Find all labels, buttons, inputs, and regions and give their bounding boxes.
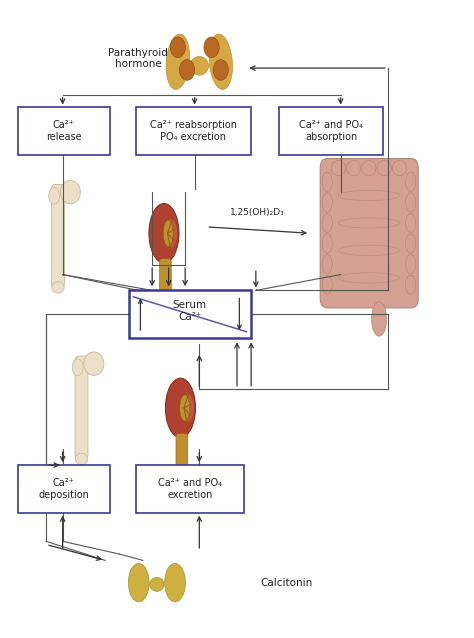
Text: Serum
Ca²⁺: Serum Ca²⁺ — [173, 300, 207, 322]
Ellipse shape — [150, 577, 164, 591]
Ellipse shape — [322, 255, 332, 274]
Ellipse shape — [182, 394, 194, 422]
Circle shape — [170, 37, 185, 57]
FancyBboxPatch shape — [279, 107, 383, 155]
Ellipse shape — [392, 161, 407, 175]
FancyBboxPatch shape — [52, 184, 64, 288]
Ellipse shape — [322, 213, 332, 233]
Text: Ca²⁺ and PO₄
absorption: Ca²⁺ and PO₄ absorption — [299, 121, 363, 142]
Ellipse shape — [165, 219, 177, 248]
Text: 1,25(OH)₂D₃: 1,25(OH)₂D₃ — [230, 209, 285, 218]
FancyBboxPatch shape — [75, 356, 88, 460]
Ellipse shape — [322, 275, 332, 294]
Ellipse shape — [406, 193, 416, 212]
Ellipse shape — [84, 352, 104, 375]
Ellipse shape — [362, 161, 376, 175]
Ellipse shape — [406, 234, 416, 253]
Ellipse shape — [406, 172, 416, 191]
FancyBboxPatch shape — [320, 158, 418, 308]
Ellipse shape — [406, 213, 416, 233]
FancyBboxPatch shape — [176, 433, 188, 480]
Ellipse shape — [128, 563, 149, 602]
Ellipse shape — [406, 255, 416, 274]
Text: Ca²⁺ reabsorption
PO₄ excretion: Ca²⁺ reabsorption PO₄ excretion — [150, 121, 237, 142]
Text: Ca²⁺ and PO₄
excretion: Ca²⁺ and PO₄ excretion — [158, 478, 222, 500]
Circle shape — [179, 60, 195, 80]
Ellipse shape — [322, 234, 332, 253]
Text: Ca²⁺
release: Ca²⁺ release — [46, 121, 82, 142]
FancyBboxPatch shape — [18, 465, 110, 513]
Circle shape — [204, 37, 219, 57]
Text: Parathyroid
hormone: Parathyroid hormone — [108, 48, 168, 70]
Ellipse shape — [331, 161, 346, 175]
FancyBboxPatch shape — [18, 107, 110, 155]
Ellipse shape — [164, 563, 185, 602]
FancyBboxPatch shape — [128, 290, 251, 338]
Ellipse shape — [372, 302, 387, 336]
Circle shape — [213, 60, 228, 80]
Ellipse shape — [149, 204, 179, 263]
Ellipse shape — [209, 34, 232, 89]
Ellipse shape — [165, 378, 195, 438]
Ellipse shape — [180, 395, 190, 421]
Text: Ca²⁺
deposition: Ca²⁺ deposition — [38, 478, 89, 500]
Ellipse shape — [60, 181, 81, 204]
Ellipse shape — [322, 172, 332, 191]
Ellipse shape — [377, 161, 392, 175]
Ellipse shape — [406, 275, 416, 294]
FancyBboxPatch shape — [136, 465, 244, 513]
Ellipse shape — [163, 220, 173, 246]
Text: Calcitonin: Calcitonin — [261, 577, 313, 588]
Ellipse shape — [75, 453, 88, 464]
Ellipse shape — [190, 57, 209, 75]
Ellipse shape — [52, 282, 64, 293]
Ellipse shape — [322, 193, 332, 212]
Ellipse shape — [346, 161, 361, 175]
FancyBboxPatch shape — [136, 107, 251, 155]
Ellipse shape — [49, 188, 59, 204]
FancyBboxPatch shape — [159, 258, 171, 306]
Ellipse shape — [72, 359, 83, 376]
Ellipse shape — [166, 34, 190, 89]
